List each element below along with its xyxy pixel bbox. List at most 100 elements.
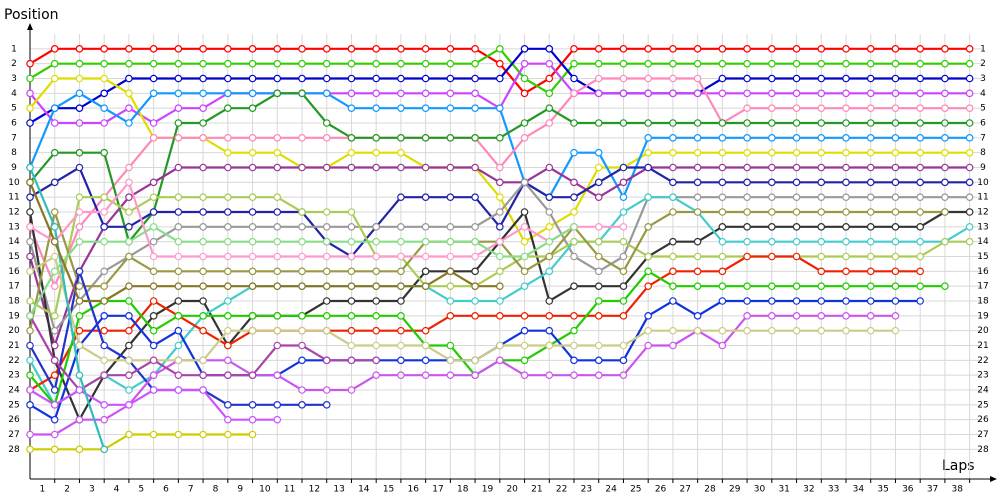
point [174, 386, 183, 394]
point [792, 134, 801, 142]
point [322, 267, 331, 276]
point [125, 312, 133, 320]
x-tick-label: 19 [482, 485, 494, 495]
point [619, 45, 628, 53]
point [693, 267, 702, 276]
point [842, 326, 850, 335]
point [446, 89, 455, 98]
point [718, 163, 727, 172]
point [916, 104, 924, 112]
point [248, 89, 257, 98]
point [421, 223, 430, 231]
point [273, 45, 282, 53]
point [619, 178, 628, 187]
point [248, 282, 257, 290]
point [718, 267, 727, 276]
point [545, 59, 554, 68]
point [842, 45, 850, 53]
point [125, 163, 133, 172]
point [125, 89, 133, 98]
point [496, 134, 504, 142]
point [26, 371, 34, 379]
point [199, 430, 207, 439]
point [75, 297, 84, 305]
point [50, 59, 59, 68]
point [26, 89, 34, 98]
point [50, 282, 59, 290]
point [174, 223, 183, 231]
x-tick-label: 23 [581, 485, 592, 495]
point [273, 326, 282, 335]
point [842, 104, 850, 112]
point [397, 341, 405, 350]
point [619, 89, 628, 98]
point [965, 178, 974, 187]
point [372, 371, 380, 379]
point [693, 193, 702, 201]
point [149, 74, 158, 83]
y-tick-label: 3 [11, 74, 17, 84]
point [916, 148, 924, 157]
point [50, 356, 59, 365]
point [916, 119, 924, 127]
point [594, 59, 603, 68]
point [570, 193, 578, 201]
point [693, 178, 702, 187]
point [594, 45, 603, 53]
point [669, 208, 677, 216]
point [273, 208, 282, 216]
x-tick-label: 13 [333, 485, 344, 495]
point [792, 297, 801, 305]
point [50, 104, 59, 112]
point [545, 297, 554, 305]
y-tick-label-right: 11 [977, 193, 988, 203]
point [75, 59, 84, 68]
point [149, 341, 158, 350]
point [26, 312, 34, 320]
point [792, 74, 801, 83]
point [496, 237, 504, 246]
point [669, 252, 677, 261]
point [224, 326, 232, 335]
point [496, 104, 504, 112]
point [842, 59, 850, 68]
point [224, 267, 232, 276]
point [100, 297, 108, 305]
point [866, 104, 875, 112]
y-tick-label-right: 20 [977, 326, 989, 336]
point [125, 178, 133, 187]
point [496, 45, 504, 53]
point [866, 89, 875, 98]
point [322, 297, 331, 305]
point [594, 371, 603, 379]
point [471, 223, 479, 231]
point [619, 119, 628, 127]
point [842, 252, 850, 261]
point [446, 282, 455, 290]
point [149, 252, 158, 261]
point [347, 312, 356, 320]
point [669, 297, 677, 305]
point [669, 326, 677, 335]
point [669, 178, 677, 187]
point [866, 59, 875, 68]
point [100, 371, 108, 379]
point [75, 237, 84, 246]
point [496, 163, 504, 172]
point [421, 282, 430, 290]
point [397, 371, 405, 379]
point [891, 178, 900, 187]
point [372, 252, 380, 261]
point [496, 178, 504, 187]
point [619, 356, 628, 365]
point [125, 237, 133, 246]
point [298, 386, 306, 394]
point [866, 312, 875, 320]
point [792, 193, 801, 201]
point [446, 134, 455, 142]
point [594, 312, 603, 320]
point [669, 237, 677, 246]
point [26, 445, 34, 454]
point [322, 356, 331, 365]
point [75, 45, 84, 53]
